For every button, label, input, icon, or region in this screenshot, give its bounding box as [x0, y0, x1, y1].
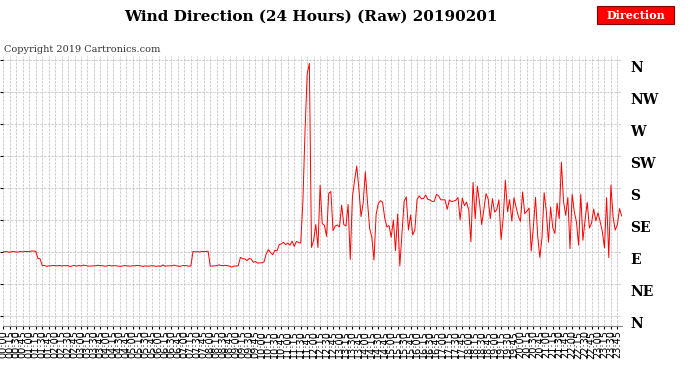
Text: Direction: Direction [606, 10, 665, 21]
Text: Copyright 2019 Cartronics.com: Copyright 2019 Cartronics.com [4, 45, 161, 54]
Text: Wind Direction (24 Hours) (Raw) 20190201: Wind Direction (24 Hours) (Raw) 20190201 [124, 9, 497, 23]
